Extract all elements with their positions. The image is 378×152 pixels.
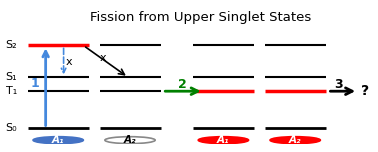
Text: A₁: A₁	[217, 135, 230, 145]
Text: S₁: S₁	[5, 72, 17, 82]
Text: S₀: S₀	[5, 123, 17, 133]
Text: A₁: A₁	[52, 135, 65, 145]
Ellipse shape	[105, 137, 155, 144]
Ellipse shape	[198, 137, 248, 144]
Ellipse shape	[270, 137, 320, 144]
Text: 2: 2	[178, 78, 186, 91]
Text: S₂: S₂	[5, 40, 17, 50]
Ellipse shape	[33, 137, 83, 144]
Text: A₂: A₂	[124, 135, 136, 145]
Text: T₁: T₁	[6, 86, 17, 96]
Text: 1: 1	[31, 77, 39, 90]
Text: 3: 3	[334, 78, 342, 91]
Text: A₂: A₂	[289, 135, 302, 145]
Text: x: x	[100, 53, 107, 63]
Text: ?: ?	[361, 84, 369, 98]
Text: x: x	[66, 57, 72, 67]
Text: Fission from Upper Singlet States: Fission from Upper Singlet States	[90, 11, 311, 24]
